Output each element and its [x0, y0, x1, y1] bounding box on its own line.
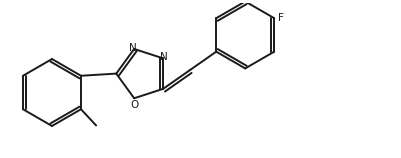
Text: O: O — [131, 100, 139, 110]
Text: N: N — [160, 52, 168, 62]
Text: N: N — [129, 43, 137, 53]
Text: F: F — [278, 13, 284, 23]
